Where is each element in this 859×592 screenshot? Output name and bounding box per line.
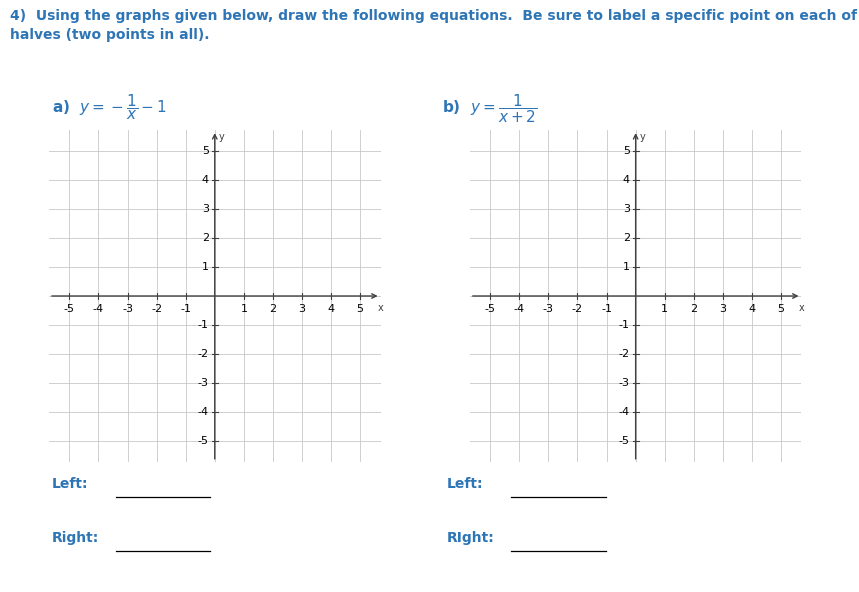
Text: -4: -4 bbox=[93, 304, 104, 314]
Text: -5: -5 bbox=[64, 304, 75, 314]
Text: 1: 1 bbox=[661, 304, 668, 314]
Text: 4)  Using the graphs given below, draw the following equations.  Be sure to labe: 4) Using the graphs given below, draw th… bbox=[10, 9, 859, 43]
Text: -5: -5 bbox=[618, 436, 630, 446]
Text: -2: -2 bbox=[198, 349, 209, 359]
Text: -1: -1 bbox=[618, 320, 630, 330]
Text: 1: 1 bbox=[202, 262, 209, 272]
Text: -4: -4 bbox=[618, 407, 630, 417]
Text: b)  $y = \dfrac{1}{x+2}$: b) $y = \dfrac{1}{x+2}$ bbox=[442, 92, 538, 124]
Text: 3: 3 bbox=[298, 304, 306, 314]
Text: 2: 2 bbox=[623, 233, 630, 243]
Text: 1: 1 bbox=[241, 304, 247, 314]
Text: -3: -3 bbox=[198, 378, 209, 388]
Text: x: x bbox=[378, 303, 383, 313]
Text: 5: 5 bbox=[356, 304, 363, 314]
Text: 2: 2 bbox=[691, 304, 698, 314]
Text: -1: -1 bbox=[601, 304, 612, 314]
Text: 4: 4 bbox=[748, 304, 756, 314]
Text: 4: 4 bbox=[623, 175, 630, 185]
Text: 3: 3 bbox=[719, 304, 727, 314]
Text: x: x bbox=[799, 303, 804, 313]
Text: a)  $y = -\dfrac{1}{x} - 1$: a) $y = -\dfrac{1}{x} - 1$ bbox=[52, 92, 167, 121]
Text: 5: 5 bbox=[202, 146, 209, 156]
Text: 4: 4 bbox=[327, 304, 335, 314]
Text: -1: -1 bbox=[180, 304, 192, 314]
Text: -4: -4 bbox=[198, 407, 209, 417]
Text: 5: 5 bbox=[623, 146, 630, 156]
Text: Left:: Left: bbox=[447, 477, 483, 491]
Text: RIght:: RIght: bbox=[447, 530, 495, 545]
Text: -5: -5 bbox=[484, 304, 496, 314]
Text: 4: 4 bbox=[202, 175, 209, 185]
Text: -5: -5 bbox=[198, 436, 209, 446]
Text: -1: -1 bbox=[198, 320, 209, 330]
Text: -2: -2 bbox=[618, 349, 630, 359]
Text: Left:: Left: bbox=[52, 477, 88, 491]
Text: -4: -4 bbox=[514, 304, 525, 314]
Text: -2: -2 bbox=[572, 304, 583, 314]
Text: -3: -3 bbox=[543, 304, 554, 314]
Text: -3: -3 bbox=[618, 378, 630, 388]
Text: 1: 1 bbox=[623, 262, 630, 272]
Text: -3: -3 bbox=[122, 304, 133, 314]
Text: 5: 5 bbox=[777, 304, 784, 314]
Text: y: y bbox=[640, 131, 646, 141]
Text: 2: 2 bbox=[270, 304, 277, 314]
Text: y: y bbox=[219, 131, 225, 141]
Text: -2: -2 bbox=[151, 304, 162, 314]
Text: 3: 3 bbox=[623, 204, 630, 214]
Text: 2: 2 bbox=[202, 233, 209, 243]
Text: Right:: Right: bbox=[52, 530, 99, 545]
Text: 3: 3 bbox=[202, 204, 209, 214]
